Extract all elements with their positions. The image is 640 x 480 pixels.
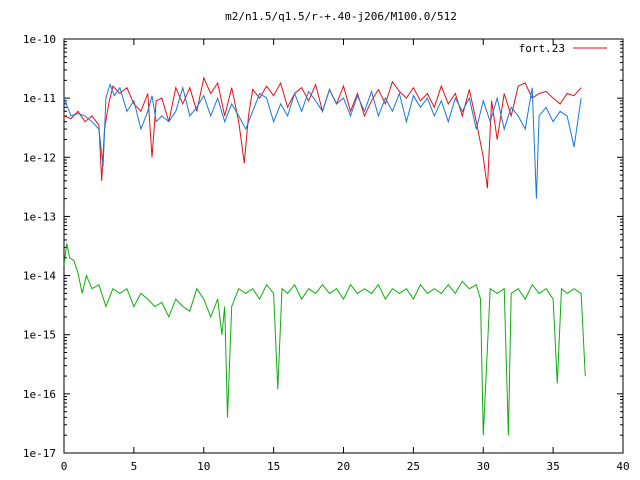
- legend: fort.23: [519, 42, 607, 55]
- y-tick-label: 1e-14: [23, 270, 56, 283]
- x-tick-label: 25: [407, 460, 420, 473]
- series-line-0: [63, 76, 582, 189]
- series-line-1: [63, 82, 582, 199]
- y-tick-label: 1e-16: [23, 388, 56, 401]
- y-tick-label: 1e-12: [23, 151, 56, 164]
- y-tick-label: 1e-17: [23, 447, 56, 460]
- legend-label: fort.23: [519, 42, 565, 55]
- x-tick-label: 15: [267, 460, 280, 473]
- x-tick-label: 10: [197, 460, 210, 473]
- x-tick-label: 40: [616, 460, 629, 473]
- y-tick-label: 1e-11: [23, 92, 56, 105]
- axes: 0 5 10 15 20 25 30 35 40 1e-10 1e-11 1e-12 1e-13 1e-1…: [23, 33, 630, 473]
- y-tick-label: 1e-15: [23, 329, 56, 342]
- y-tick-label: 1e-10: [23, 33, 56, 46]
- series-line-2: [63, 243, 586, 436]
- x-tick-label: 0: [61, 460, 68, 473]
- chart-title: m2/n1.5/q1.5/r-+.40-j206/M100.0/512: [225, 10, 457, 23]
- x-tick-label: 30: [477, 460, 490, 473]
- x-tick-label: 5: [131, 460, 138, 473]
- x-tick-label: 20: [337, 460, 350, 473]
- series-layer: [63, 76, 586, 436]
- x-tick-label: 35: [547, 460, 560, 473]
- y-tick-label: 1e-13: [23, 210, 56, 223]
